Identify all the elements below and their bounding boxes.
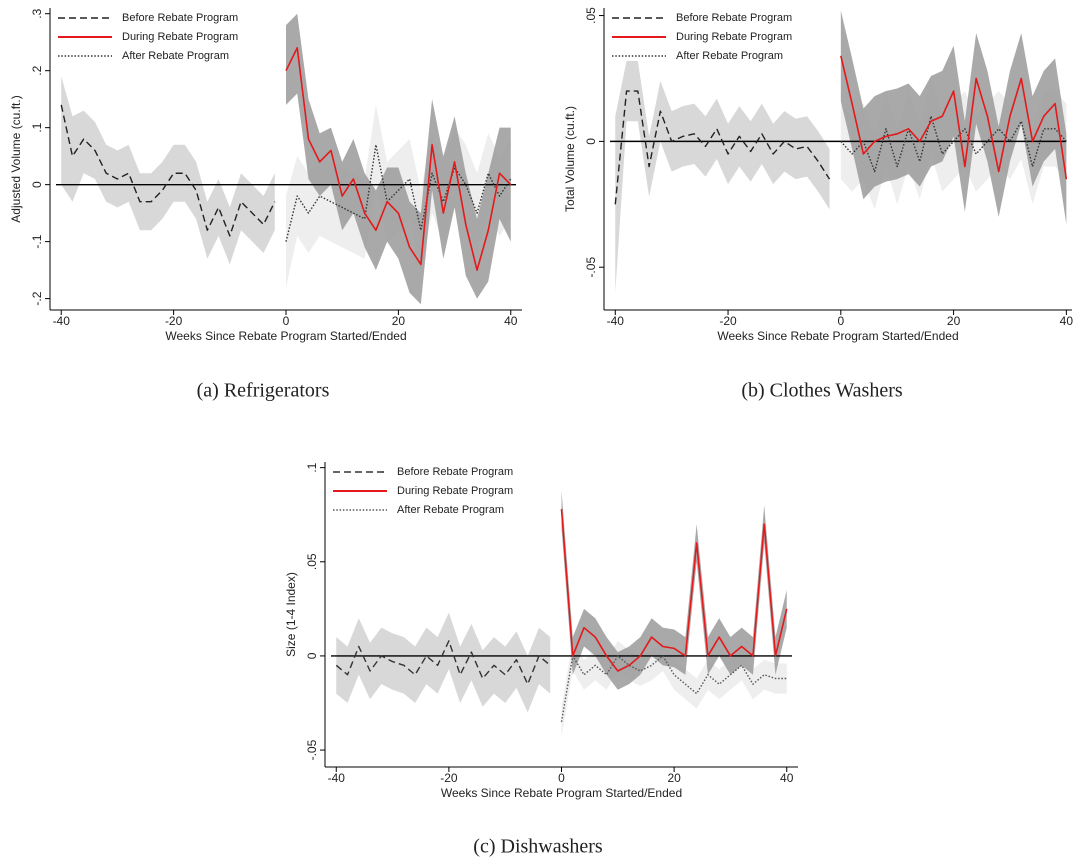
series-line bbox=[840, 55, 1068, 180]
caption: (a) Refrigerators bbox=[197, 380, 330, 402]
x-tick-label: 40 bbox=[1060, 314, 1074, 328]
x-tick-label: -20 bbox=[719, 314, 737, 328]
y-tick-label: .3 bbox=[30, 8, 44, 18]
y-tick-label: .1 bbox=[30, 122, 44, 132]
confidence-band bbox=[561, 490, 787, 690]
confidence-band bbox=[61, 76, 275, 265]
x-axis-label: Weeks Since Rebate Program Started/Ended bbox=[717, 329, 958, 343]
y-tick-label: -.2 bbox=[30, 291, 44, 305]
y-tick-label: -.1 bbox=[30, 234, 44, 248]
confidence-band bbox=[286, 13, 511, 305]
x-tick-label: 0 bbox=[283, 314, 290, 328]
x-tick-label: -40 bbox=[53, 314, 71, 328]
legend-label: Before Rebate Program bbox=[122, 12, 238, 24]
legend-label: After Rebate Program bbox=[122, 50, 229, 62]
series-line bbox=[840, 115, 1067, 173]
y-axis-label: Size (1-4 Index) bbox=[284, 572, 298, 657]
x-tick-label: -40 bbox=[328, 771, 346, 785]
legend-label: Before Rebate Program bbox=[676, 12, 792, 24]
y-tick-label: .1 bbox=[305, 462, 319, 472]
confidence-band bbox=[840, 10, 1067, 225]
y-tick-label: .05 bbox=[584, 7, 598, 24]
x-tick-label: 40 bbox=[504, 314, 518, 328]
y-tick-label: 0 bbox=[305, 652, 319, 659]
y-axis-label: Adjusted Volume (cu.ft.) bbox=[9, 95, 23, 222]
series-line bbox=[614, 90, 831, 205]
legend-label: Before Rebate Program bbox=[397, 466, 513, 478]
legend-label: After Rebate Program bbox=[676, 50, 783, 62]
legend-label: During Rebate Program bbox=[676, 31, 792, 43]
x-tick-label: -20 bbox=[440, 771, 458, 785]
confidence-band bbox=[615, 60, 830, 293]
series-line bbox=[560, 509, 788, 672]
x-tick-label: 40 bbox=[780, 771, 794, 785]
x-tick-label: 20 bbox=[392, 314, 406, 328]
x-tick-label: 0 bbox=[837, 314, 844, 328]
x-tick-label: -40 bbox=[607, 314, 625, 328]
x-tick-label: 0 bbox=[558, 771, 565, 785]
confidence-band bbox=[336, 612, 551, 713]
y-tick-label: .05 bbox=[305, 553, 319, 570]
legend-label: During Rebate Program bbox=[122, 31, 238, 43]
series-line bbox=[60, 104, 276, 237]
series-line bbox=[285, 47, 512, 271]
legend-label: After Rebate Program bbox=[397, 504, 504, 516]
y-tick-label: .2 bbox=[30, 65, 44, 75]
series-line bbox=[335, 640, 551, 685]
y-tick-label: 0 bbox=[30, 181, 44, 188]
x-tick-label: -20 bbox=[165, 314, 183, 328]
x-tick-label: 20 bbox=[947, 314, 961, 328]
y-tick-label: 0 bbox=[584, 138, 598, 145]
x-axis-label: Weeks Since Rebate Program Started/Ended bbox=[441, 786, 682, 800]
y-tick-label: -.05 bbox=[305, 739, 319, 760]
legend-label: During Rebate Program bbox=[397, 485, 513, 497]
caption: (c) Dishwashers bbox=[473, 836, 603, 858]
caption: (b) Clothes Washers bbox=[741, 380, 903, 402]
series-line bbox=[285, 144, 512, 242]
x-axis-label: Weeks Since Rebate Program Started/Ended bbox=[165, 329, 406, 343]
y-tick-label: -.05 bbox=[584, 257, 598, 278]
y-axis-label: Total Volume (cu.ft.) bbox=[563, 106, 577, 212]
x-tick-label: 20 bbox=[667, 771, 681, 785]
